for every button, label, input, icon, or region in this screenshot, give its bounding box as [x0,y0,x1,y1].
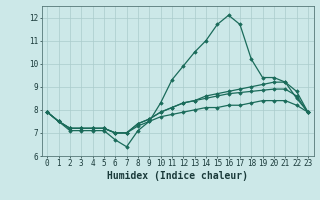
X-axis label: Humidex (Indice chaleur): Humidex (Indice chaleur) [107,171,248,181]
